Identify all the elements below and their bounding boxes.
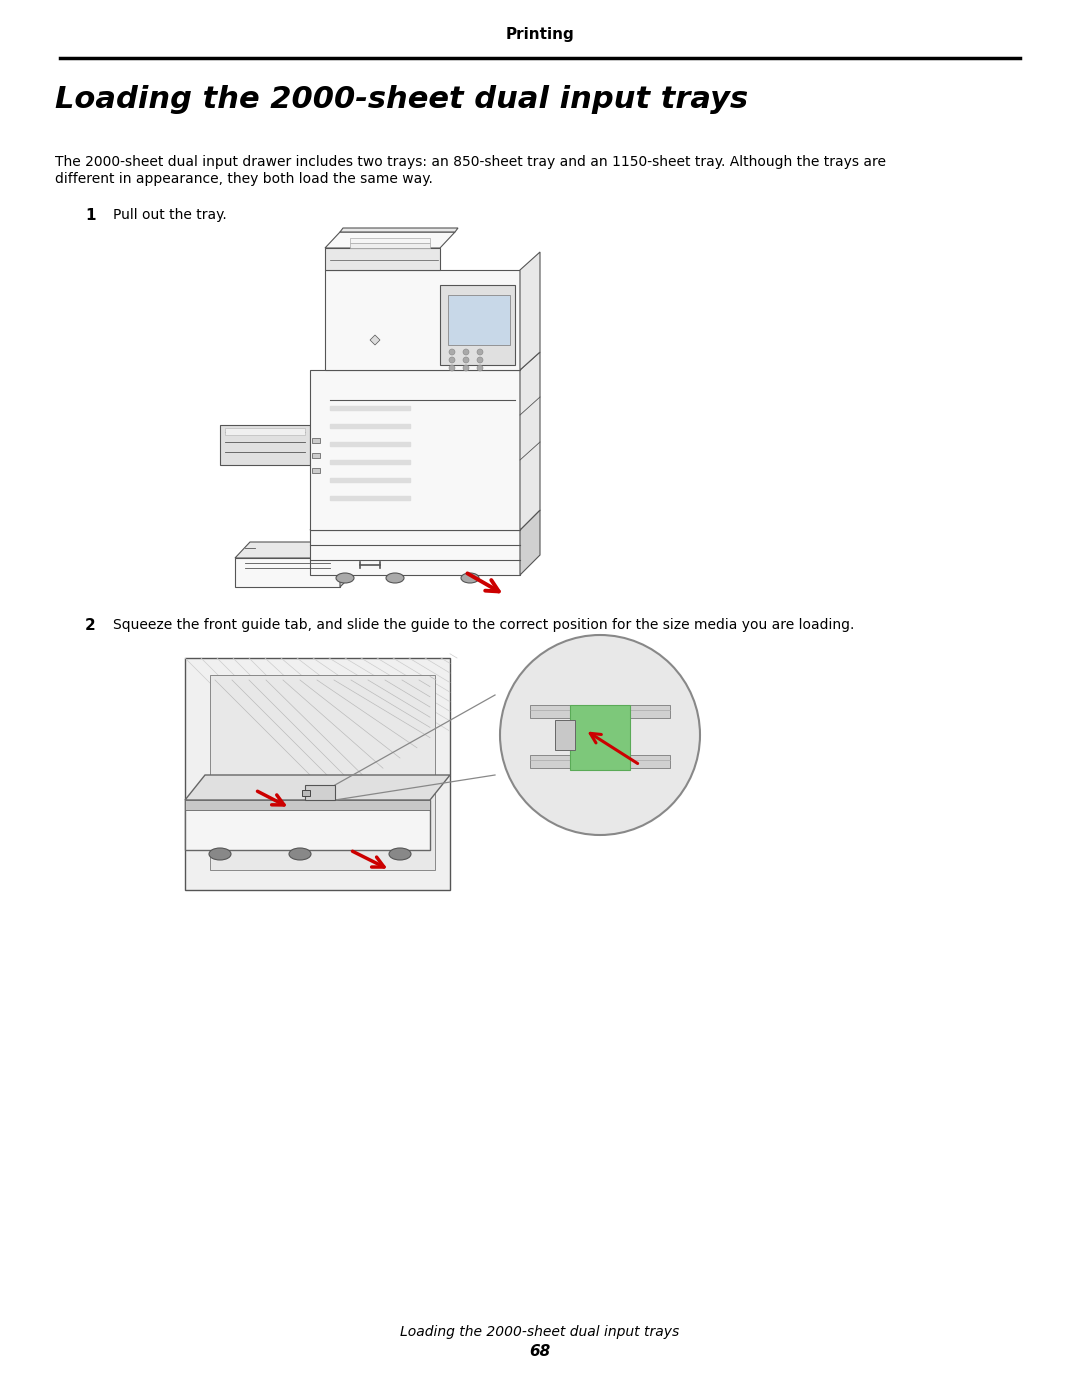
Text: The 2000-sheet dual input drawer includes two trays: an 850-sheet tray and an 11: The 2000-sheet dual input drawer include…: [55, 155, 886, 169]
Polygon shape: [530, 705, 670, 718]
Polygon shape: [225, 427, 305, 434]
Polygon shape: [350, 243, 430, 249]
Circle shape: [500, 636, 700, 835]
Ellipse shape: [389, 848, 411, 861]
Circle shape: [449, 358, 455, 363]
Bar: [312, 468, 320, 474]
Text: different in appearance, they both load the same way.: different in appearance, they both load …: [55, 172, 433, 186]
Text: Printing: Printing: [505, 28, 575, 42]
Polygon shape: [185, 800, 430, 810]
Polygon shape: [325, 270, 519, 370]
Polygon shape: [519, 251, 540, 370]
Polygon shape: [555, 719, 575, 750]
Circle shape: [463, 349, 469, 355]
Circle shape: [463, 365, 469, 372]
Text: 1: 1: [85, 208, 95, 224]
Polygon shape: [440, 285, 515, 365]
Circle shape: [449, 349, 455, 355]
Polygon shape: [325, 249, 440, 270]
Ellipse shape: [210, 848, 231, 861]
Polygon shape: [310, 529, 519, 576]
Circle shape: [449, 365, 455, 372]
Text: 68: 68: [529, 1344, 551, 1359]
Polygon shape: [185, 800, 430, 849]
Text: Loading the 2000-sheet dual input trays: Loading the 2000-sheet dual input trays: [401, 1324, 679, 1338]
Polygon shape: [220, 425, 310, 465]
Polygon shape: [310, 370, 519, 529]
Polygon shape: [530, 754, 670, 768]
Circle shape: [463, 358, 469, 363]
Bar: [312, 439, 320, 443]
Text: 2: 2: [85, 617, 96, 633]
Text: Pull out the tray.: Pull out the tray.: [113, 208, 227, 222]
Polygon shape: [519, 510, 540, 576]
Text: Squeeze the front guide tab, and slide the guide to the correct position for the: Squeeze the front guide tab, and slide t…: [113, 617, 854, 631]
Polygon shape: [325, 232, 455, 249]
Polygon shape: [370, 335, 380, 345]
Polygon shape: [570, 705, 630, 770]
Ellipse shape: [289, 848, 311, 861]
Circle shape: [477, 365, 483, 372]
Polygon shape: [185, 775, 450, 800]
Polygon shape: [350, 237, 430, 243]
Ellipse shape: [336, 573, 354, 583]
Polygon shape: [185, 658, 450, 890]
Polygon shape: [302, 789, 310, 796]
Polygon shape: [448, 295, 510, 345]
Polygon shape: [210, 675, 435, 870]
Polygon shape: [340, 228, 458, 232]
Polygon shape: [235, 542, 355, 557]
Polygon shape: [305, 785, 335, 800]
Text: Loading the 2000-sheet dual input trays: Loading the 2000-sheet dual input trays: [55, 85, 748, 115]
Bar: [312, 453, 320, 458]
Polygon shape: [235, 557, 340, 587]
Circle shape: [477, 358, 483, 363]
Polygon shape: [310, 510, 540, 529]
Circle shape: [477, 349, 483, 355]
Polygon shape: [519, 352, 540, 529]
Polygon shape: [340, 542, 355, 587]
Ellipse shape: [386, 573, 404, 583]
Ellipse shape: [461, 573, 480, 583]
